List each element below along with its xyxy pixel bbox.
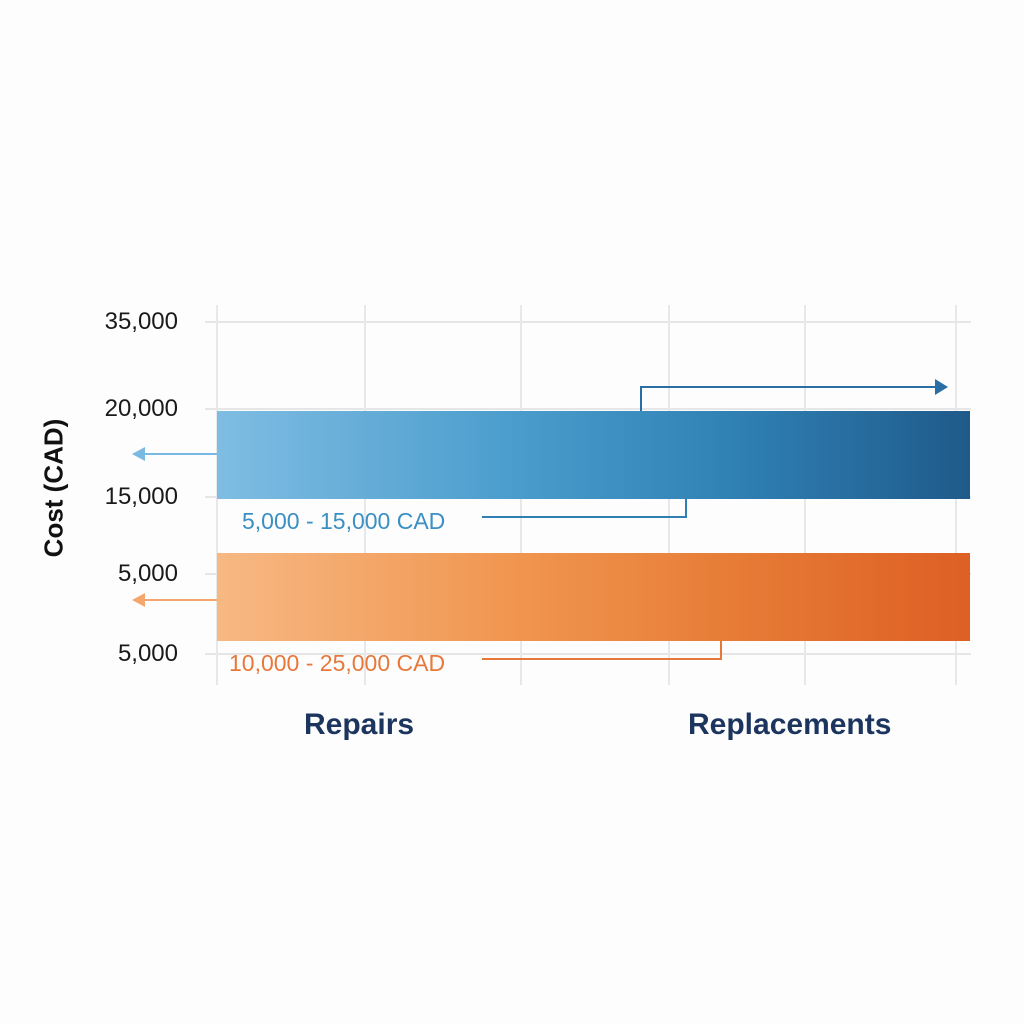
replacements-range-label: 10,000 - 25,000 CAD [229,650,446,676]
gridline-h [205,653,971,655]
replacements-bar [217,553,970,641]
repairs-range-label: 5,000 - 15,000 CAD [242,508,446,534]
repairs-bar [217,411,970,499]
y-tick-label: 5,000 [117,640,178,667]
gridline-h [205,321,971,323]
arrow-right-icon [640,386,938,411]
category-label-repairs: Repairs [304,708,415,741]
y-tick-label: 5,000 [117,560,178,587]
y-tick-label: 20,000 [104,395,178,422]
gridline-h [205,408,971,410]
y-tick-label: 35,000 [104,308,178,335]
category-label-replacements: Replacements [688,708,892,741]
y-tick-label: 15,000 [104,483,178,510]
